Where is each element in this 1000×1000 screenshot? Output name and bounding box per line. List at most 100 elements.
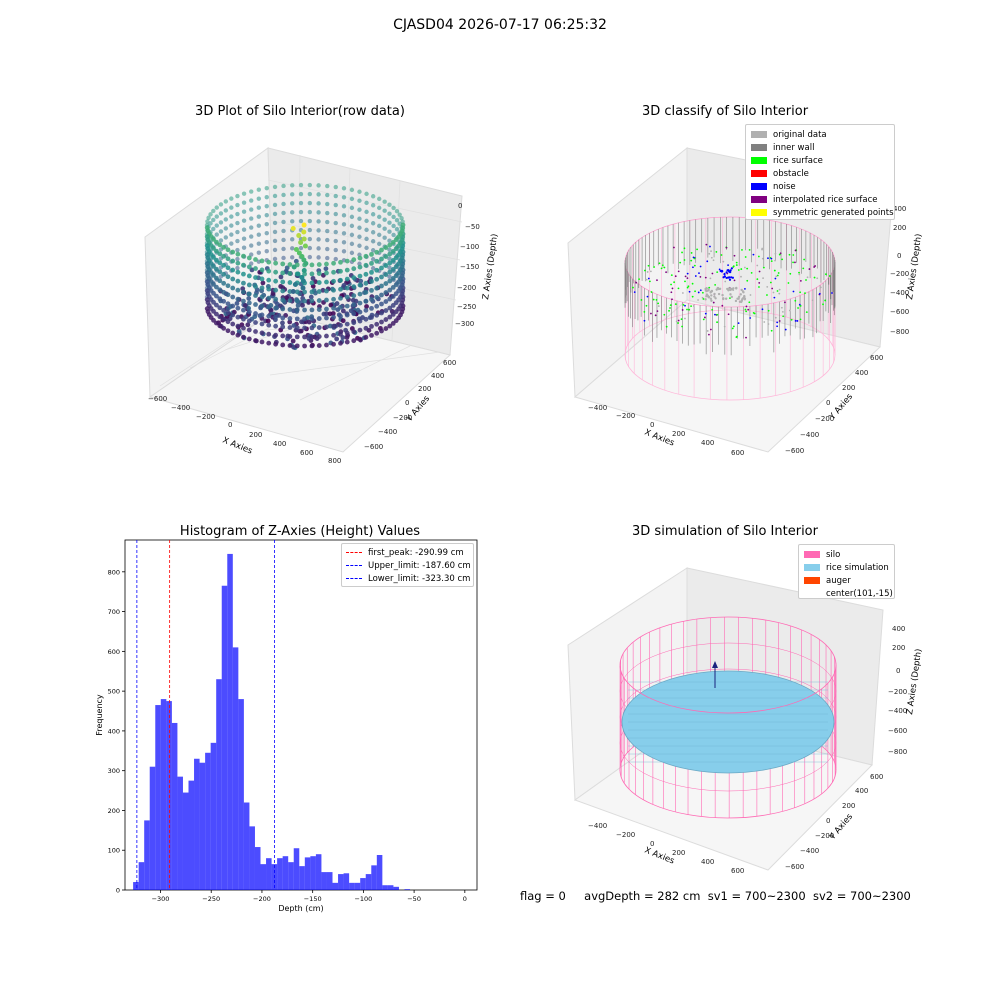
raw-point <box>225 301 231 307</box>
noise-point <box>725 276 728 280</box>
sv2-text: sv2 = 700~2300 <box>812 889 911 903</box>
classified-point <box>686 308 688 311</box>
raw-point <box>357 207 362 212</box>
raw-point <box>364 200 369 206</box>
raw-point <box>377 241 382 247</box>
sim-xtick: 200 <box>672 849 685 857</box>
classified-point <box>725 246 728 249</box>
raw-point <box>249 207 254 212</box>
raw-point <box>214 223 219 228</box>
raw-y-ticks: −600 −400 −200 0 200 400 600 <box>364 359 456 451</box>
raw-point <box>364 209 369 215</box>
histogram-bar <box>349 882 355 890</box>
auger-marker <box>712 661 718 668</box>
raw-point <box>349 241 355 247</box>
simulation-3d-title: 3D simulation of Silo Interior <box>632 524 818 539</box>
histogram-bar <box>205 752 211 890</box>
raw-point <box>341 249 347 254</box>
histogram-xlabel: Depth (cm) <box>278 904 323 913</box>
raw-point <box>259 276 265 282</box>
raw-z-ticks: 0 −50 −100 −150 −200 −250 −300 <box>455 202 480 328</box>
raw-ytick: −200 <box>393 414 412 422</box>
raw-point <box>301 229 307 235</box>
raw-point <box>294 325 300 331</box>
classified-point <box>811 299 814 302</box>
classified-point <box>710 256 713 259</box>
simulation-zlabel: Z Axies (Depth) <box>905 648 924 715</box>
classify-ytick: 200 <box>842 384 855 392</box>
raw-point <box>256 241 262 246</box>
raw-point <box>273 287 279 293</box>
raw-point <box>341 283 347 288</box>
raw-point <box>387 211 392 216</box>
sim-ytick: −200 <box>815 832 834 840</box>
raw-point <box>325 246 330 252</box>
classified-point <box>808 268 811 270</box>
raw-point <box>349 196 355 202</box>
raw-point <box>290 246 295 251</box>
raw-point <box>307 227 313 233</box>
raw-point <box>379 274 384 280</box>
classified-point <box>720 254 723 256</box>
raw-point <box>235 251 241 257</box>
classified-point <box>708 333 710 336</box>
simulation-y-ticks: −600 −400 −200 0 200 400 600 <box>785 773 883 871</box>
raw-point <box>214 205 219 210</box>
raw-point <box>221 298 227 304</box>
raw-point <box>324 324 329 330</box>
raw-point <box>293 247 299 252</box>
raw-point <box>273 323 279 329</box>
raw-point <box>218 220 224 225</box>
classified-point <box>805 311 808 314</box>
raw-point <box>280 324 286 330</box>
raw-point <box>324 342 329 348</box>
raw-point <box>334 336 340 342</box>
raw-point <box>390 302 396 308</box>
raw-point <box>340 308 346 314</box>
raw-point <box>265 318 271 324</box>
raw-point <box>349 232 355 238</box>
sim-ztick: −200 <box>888 688 907 696</box>
classified-point <box>650 312 652 315</box>
classified-point <box>761 308 764 311</box>
raw-point <box>246 291 252 297</box>
raw-point <box>221 289 227 295</box>
classify-ytick: −600 <box>785 447 804 455</box>
raw-point <box>325 201 330 207</box>
raw-ztick: 0 <box>458 202 462 210</box>
raw-point <box>390 320 396 326</box>
raw-point <box>309 316 315 322</box>
classified-point <box>723 325 726 328</box>
raw-point <box>253 257 258 262</box>
sim-ztick: −600 <box>888 727 907 735</box>
classified-point <box>649 280 651 283</box>
raw-point <box>316 271 322 276</box>
classified-point <box>671 298 673 301</box>
raw-point <box>266 277 272 283</box>
raw-point <box>377 205 382 211</box>
legend-line <box>346 578 362 579</box>
classified-point <box>794 249 797 252</box>
raw-ytick: 400 <box>431 372 444 380</box>
classified-point <box>724 280 727 283</box>
raw-point <box>299 319 304 325</box>
raw-point <box>272 220 278 226</box>
classified-point <box>699 275 702 278</box>
raw-point <box>338 322 343 328</box>
raw-point <box>325 183 330 189</box>
raw-point <box>266 340 272 346</box>
raw-point <box>287 271 293 276</box>
raw-xtick: −200 <box>196 413 215 421</box>
raw-point <box>390 293 396 299</box>
classify-xtick: −400 <box>588 404 607 412</box>
raw-point <box>281 192 286 198</box>
raw-point <box>229 241 234 246</box>
raw-point <box>357 255 363 261</box>
raw-point <box>338 277 343 283</box>
classified-point <box>643 310 646 313</box>
classified-point <box>729 297 731 300</box>
raw-point <box>287 280 293 285</box>
raw-point <box>369 287 374 293</box>
classified-point <box>711 272 714 275</box>
classified-point <box>686 277 689 280</box>
